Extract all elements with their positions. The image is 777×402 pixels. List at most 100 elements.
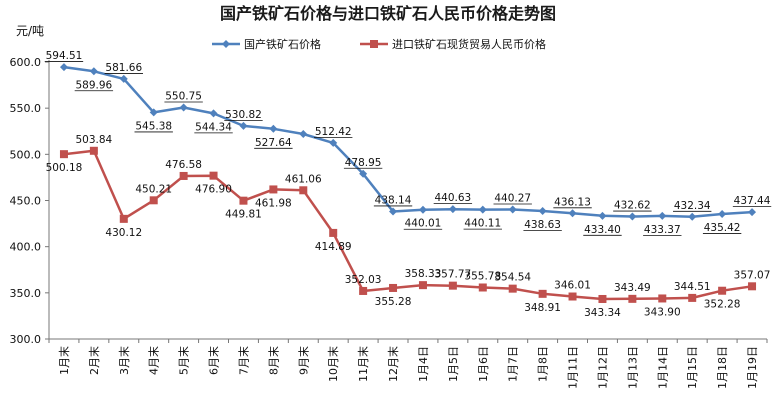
data-label: 343.49 [614,282,651,294]
x-tick-label: 2月末 [87,346,101,375]
data-point [299,186,308,195]
data-point [568,292,577,301]
axes: 300.0 350.0 400.0 450.0 500.0 550.0 600.0 1月末 2月… [10,56,768,389]
data-point [478,205,487,214]
data-point [119,74,128,83]
legend-label: 进口铁矿石现货贸易人民币价格 [392,37,546,51]
data-label: 503.84 [76,134,113,146]
data-label: 440.01 [405,218,442,230]
x-tick-label: 1月末 [57,346,71,375]
data-label: 343.34 [584,307,621,319]
x-tick-label: 1月5日 [447,346,460,382]
x-tick-label: 11月末 [356,346,370,382]
data-point [299,130,308,139]
data-point [688,212,697,221]
data-label: 352.28 [704,299,741,311]
data-label: 355.78 [464,270,501,282]
y-axis-unit: 元/吨 [16,24,44,38]
data-point [628,294,637,303]
data-label: 440.11 [464,218,501,230]
x-tick-label: 7月末 [236,346,250,375]
chart-title: 国产铁矿石价格与进口铁矿石人民币价格走势图 [220,4,556,23]
data-label: 430.12 [105,227,142,239]
x-tick-label: 1月11日 [567,346,580,389]
data-label: 512.42 [315,126,352,138]
data-point [748,282,757,291]
data-point [718,286,727,295]
x-tick-label: 1月12日 [596,346,609,389]
series-layer [59,63,757,303]
series-line-1 [63,149,753,301]
data-label: 527.64 [255,137,292,149]
data-label: 435.42 [704,222,741,234]
data-label: 354.54 [494,272,531,284]
data-label: 436.13 [554,196,591,208]
data-point [658,294,667,303]
data-label: 544.34 [195,121,232,133]
data-point [329,138,338,147]
data-label: 433.40 [584,224,621,236]
data-label: 438.14 [375,194,412,206]
data-label: 344.51 [674,281,711,293]
data-label: 352.03 [345,274,382,286]
data-point [688,293,697,302]
data-label: 357.07 [734,269,771,281]
data-label: 355.28 [375,296,412,308]
data-label: 581.66 [105,62,142,74]
data-label: 500.18 [46,162,83,174]
y-tick-label: 450.0 [10,195,42,208]
data-label: 357.77 [435,269,472,281]
data-point [718,209,727,218]
data-point [359,169,368,178]
data-label: 414.89 [315,241,352,253]
x-tick-label: 1月15日 [686,346,699,389]
data-point [418,281,427,290]
data-point [179,103,188,112]
x-tick-label: 1月4日 [417,346,430,382]
data-point [598,294,607,303]
data-point [389,283,398,292]
data-point [538,289,547,298]
data-point [209,171,218,180]
data-point [329,228,338,237]
x-tick-label: 5月末 [177,346,191,375]
data-point [239,121,248,130]
legend: 国产铁矿石价格 进口铁矿石现货贸易人民币价格 [212,37,546,51]
data-label: 530.82 [225,109,262,121]
data-label: 461.98 [255,197,292,209]
data-point [508,284,517,293]
data-label: 432.34 [674,200,711,212]
data-point [59,63,68,72]
legend-marker [222,40,230,48]
data-label: 358.33 [405,268,442,280]
x-tick-label: 1月8日 [537,346,550,382]
data-point [418,205,427,214]
data-point [448,205,457,214]
data-label: 433.37 [644,224,681,236]
x-tick-label: 8月末 [266,346,280,375]
data-point [658,211,667,220]
data-label: 437.44 [734,195,771,207]
data-point [448,281,457,290]
x-tick-label: 6月末 [207,346,221,375]
data-point [269,185,278,194]
data-label: 476.58 [165,159,202,171]
data-point [628,212,637,221]
data-label: 348.91 [524,302,561,314]
data-label: 343.90 [644,306,681,318]
data-label: 594.51 [46,50,83,62]
x-tick-label: 1月19日 [746,346,759,389]
x-tick-label: 1月14日 [656,346,669,389]
x-tick-label: 1月6日 [477,346,490,382]
data-label: 589.96 [76,79,113,91]
data-point [478,283,487,292]
legend-label: 国产铁矿石价格 [244,37,321,51]
data-label: 476.90 [195,184,232,196]
data-point [598,211,607,220]
data-point [508,205,517,214]
x-tick-label: 9月末 [296,346,310,375]
data-point [149,196,158,205]
data-label: 545.38 [135,120,172,132]
data-point [179,171,188,180]
